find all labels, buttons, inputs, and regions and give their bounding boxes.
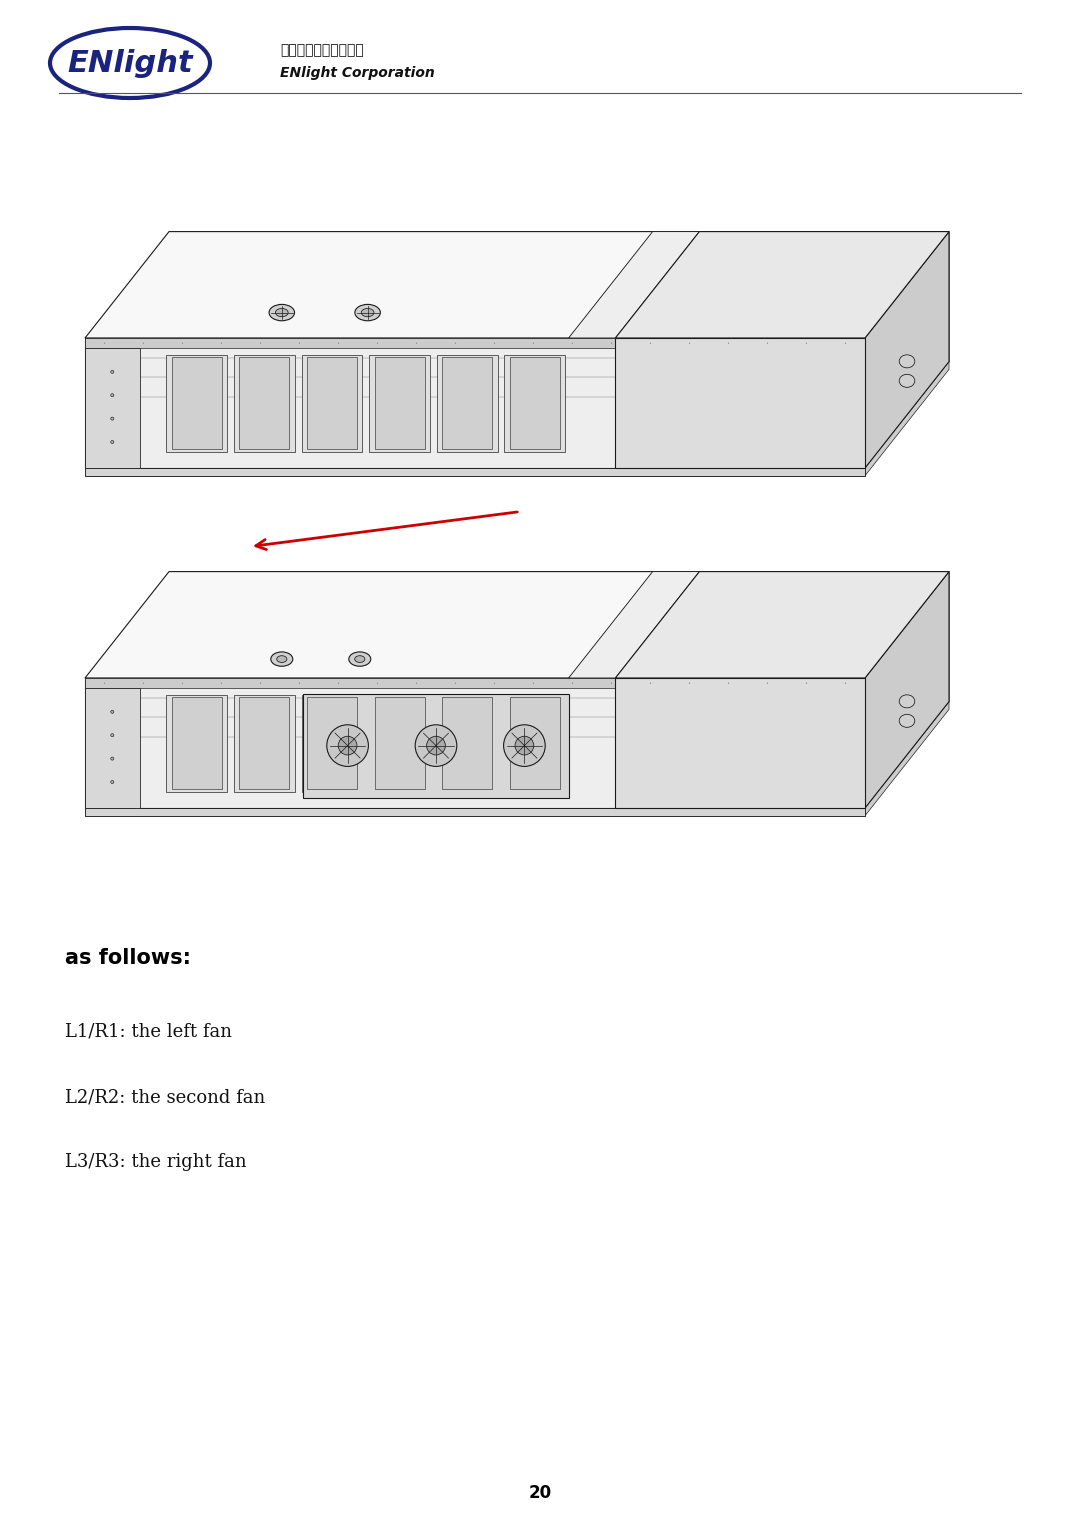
Text: L3/R3: the right fan: L3/R3: the right fan: [65, 1154, 246, 1170]
Polygon shape: [85, 808, 865, 816]
Polygon shape: [369, 695, 430, 793]
Polygon shape: [865, 571, 949, 808]
Circle shape: [415, 724, 457, 767]
Circle shape: [111, 781, 113, 784]
Polygon shape: [85, 338, 865, 348]
Polygon shape: [301, 354, 363, 452]
Text: as follows:: as follows:: [65, 947, 191, 969]
Polygon shape: [85, 348, 139, 468]
Polygon shape: [865, 232, 949, 468]
Polygon shape: [442, 697, 492, 788]
Polygon shape: [85, 338, 865, 468]
Polygon shape: [307, 697, 357, 788]
Text: 20: 20: [528, 1484, 552, 1502]
Circle shape: [111, 711, 113, 714]
Polygon shape: [510, 697, 559, 788]
Ellipse shape: [354, 656, 365, 663]
Ellipse shape: [275, 309, 288, 316]
Ellipse shape: [900, 714, 915, 727]
Polygon shape: [504, 695, 565, 793]
Polygon shape: [234, 354, 295, 452]
Ellipse shape: [900, 374, 915, 387]
Ellipse shape: [361, 309, 374, 316]
Polygon shape: [865, 362, 949, 475]
Polygon shape: [301, 695, 363, 793]
Polygon shape: [85, 678, 865, 808]
Polygon shape: [436, 354, 498, 452]
Ellipse shape: [355, 304, 380, 321]
Polygon shape: [234, 695, 295, 793]
Ellipse shape: [349, 652, 370, 666]
Polygon shape: [616, 571, 949, 678]
Polygon shape: [568, 571, 700, 678]
Text: ENlight Corporation: ENlight Corporation: [280, 66, 435, 79]
Polygon shape: [85, 232, 949, 338]
Polygon shape: [436, 695, 498, 793]
Polygon shape: [510, 358, 559, 449]
Text: L2/R2: the second fan: L2/R2: the second fan: [65, 1088, 266, 1106]
Polygon shape: [568, 232, 700, 338]
Polygon shape: [240, 358, 289, 449]
Circle shape: [111, 370, 113, 373]
Ellipse shape: [269, 304, 295, 321]
Circle shape: [427, 736, 445, 755]
Polygon shape: [616, 678, 865, 808]
Polygon shape: [616, 338, 865, 468]
Polygon shape: [865, 232, 949, 468]
Polygon shape: [442, 358, 492, 449]
Ellipse shape: [276, 656, 287, 663]
Polygon shape: [369, 354, 430, 452]
Ellipse shape: [900, 354, 915, 368]
Ellipse shape: [900, 695, 915, 707]
Circle shape: [338, 736, 357, 755]
Polygon shape: [307, 358, 357, 449]
Polygon shape: [375, 697, 424, 788]
Polygon shape: [375, 358, 424, 449]
Circle shape: [111, 394, 113, 397]
Polygon shape: [85, 678, 865, 689]
Polygon shape: [85, 689, 139, 808]
Polygon shape: [616, 232, 949, 338]
Polygon shape: [85, 468, 865, 475]
Text: L1/R1: the left fan: L1/R1: the left fan: [65, 1024, 232, 1041]
Polygon shape: [166, 695, 227, 793]
Polygon shape: [166, 354, 227, 452]
Circle shape: [327, 724, 368, 767]
Polygon shape: [172, 358, 221, 449]
Circle shape: [503, 724, 545, 767]
Circle shape: [111, 440, 113, 443]
Polygon shape: [172, 697, 221, 788]
Ellipse shape: [271, 652, 293, 666]
Polygon shape: [504, 354, 565, 452]
Polygon shape: [240, 697, 289, 788]
Polygon shape: [865, 701, 949, 816]
Polygon shape: [865, 571, 949, 808]
Circle shape: [111, 417, 113, 420]
Polygon shape: [85, 571, 949, 678]
Circle shape: [111, 733, 113, 736]
Polygon shape: [303, 694, 568, 798]
Circle shape: [111, 756, 113, 759]
Text: ENlight: ENlight: [67, 49, 193, 78]
Circle shape: [515, 736, 534, 755]
Text: 英診企業股份有限公司: 英診企業股份有限公司: [280, 43, 364, 57]
